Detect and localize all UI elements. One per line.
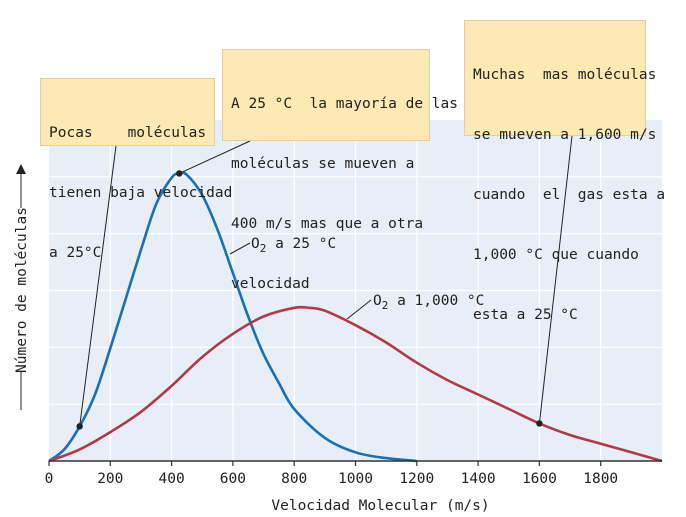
x-tick-label: 1000 [338,471,373,487]
annotation-line: Muchas mas moléculas [473,67,657,83]
annotation-leader-line [538,135,573,424]
annotation-low-speed: Pocas moléculas tienen baja velocidad a … [40,78,232,261]
annotation-line: 1,000 °C que cuando [473,247,639,263]
series-label-1000c: O2 a 1,000 °C [373,293,484,312]
series-line-25c [48,171,417,463]
x-tick-label: 1800 [583,471,618,487]
annotation-leaders [76,135,573,430]
x-tick-label: 400 [158,471,184,487]
x-tick-label: 600 [220,471,246,487]
x-tick-label: 800 [281,471,307,487]
annotation-line: cuando el gas esta a [473,187,666,203]
annotation-leader-line [79,145,117,427]
x-axis: 0 200 400 600 800 1000 1200 1400 1600 1800 Velocid… [45,460,662,514]
x-tick-label: 1200 [399,471,434,487]
annotation-point [76,423,83,430]
y-axis-arrow-head [16,164,26,174]
annotation-leader-line [179,140,251,174]
annotation-line: moléculas se mueven a [231,156,415,172]
annotation-line: se mueven a 1,600 m/s [473,127,657,143]
annotation-high-temp: Muchas mas moléculas se mueven a 1,600 m… [464,20,665,323]
series-line-1000c [48,305,663,463]
annotation-line: Pocas moléculas [49,125,207,141]
series-layer [48,171,663,463]
y-axis-label: Número de moléculas [14,207,30,373]
annotation-line: A 25 °C la mayoría de las [231,96,458,112]
x-tick-label: 1600 [522,471,557,487]
series-label-leader [346,299,372,320]
x-tick-label: 1400 [461,471,496,487]
annotation-peak: A 25 °C la mayoría de las moléculas se m… [222,49,458,292]
series-label-25c: O2 a 25 °C [251,236,336,255]
x-axis-label: Velocidad Molecular (m/s) [271,498,489,514]
annotation-line: esta a 25 °C [473,307,578,323]
grid [49,120,662,461]
annotation-line: tienen baja velocidad [49,185,233,201]
x-tick-label: 0 [45,471,54,487]
annotation-point [176,170,183,177]
labels: O2 a 25 °C O2 a 1,000 °C Número de molécul… [14,164,484,410]
annotation-line: a 25°C [49,245,102,261]
annotation-line: 400 m/s mas que a otra [231,216,424,232]
x-tick-label: 200 [97,471,123,487]
annotation-line: velocidad [231,276,310,292]
series-label-leader [229,242,251,255]
annotation-point [536,420,543,427]
